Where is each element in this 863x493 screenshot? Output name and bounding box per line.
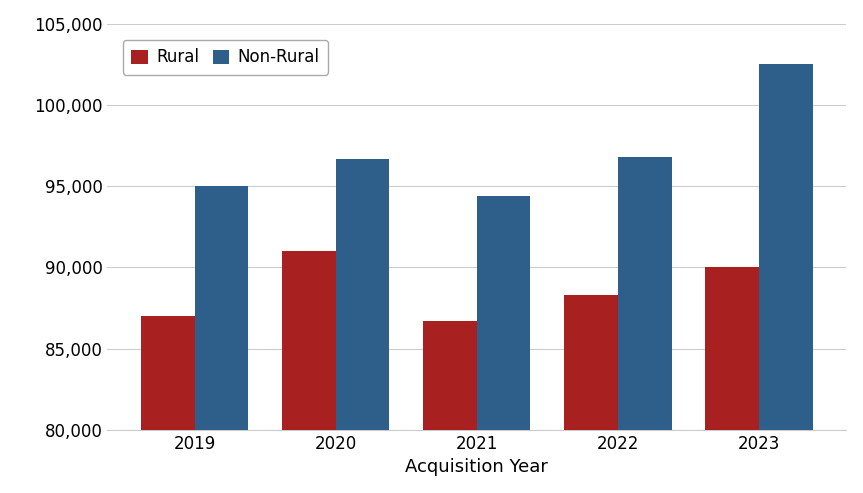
Bar [564,295,618,493]
Bar [194,186,249,493]
Legend: Rural, Non-Rural: Rural, Non-Rural [123,40,328,75]
Bar [759,64,813,493]
Bar [141,316,194,493]
Bar [282,251,336,493]
Bar [477,196,531,493]
Bar [423,321,477,493]
Bar [705,267,759,493]
X-axis label: Acquisition Year: Acquisition Year [406,458,548,476]
Bar [618,157,671,493]
Bar [336,159,389,493]
